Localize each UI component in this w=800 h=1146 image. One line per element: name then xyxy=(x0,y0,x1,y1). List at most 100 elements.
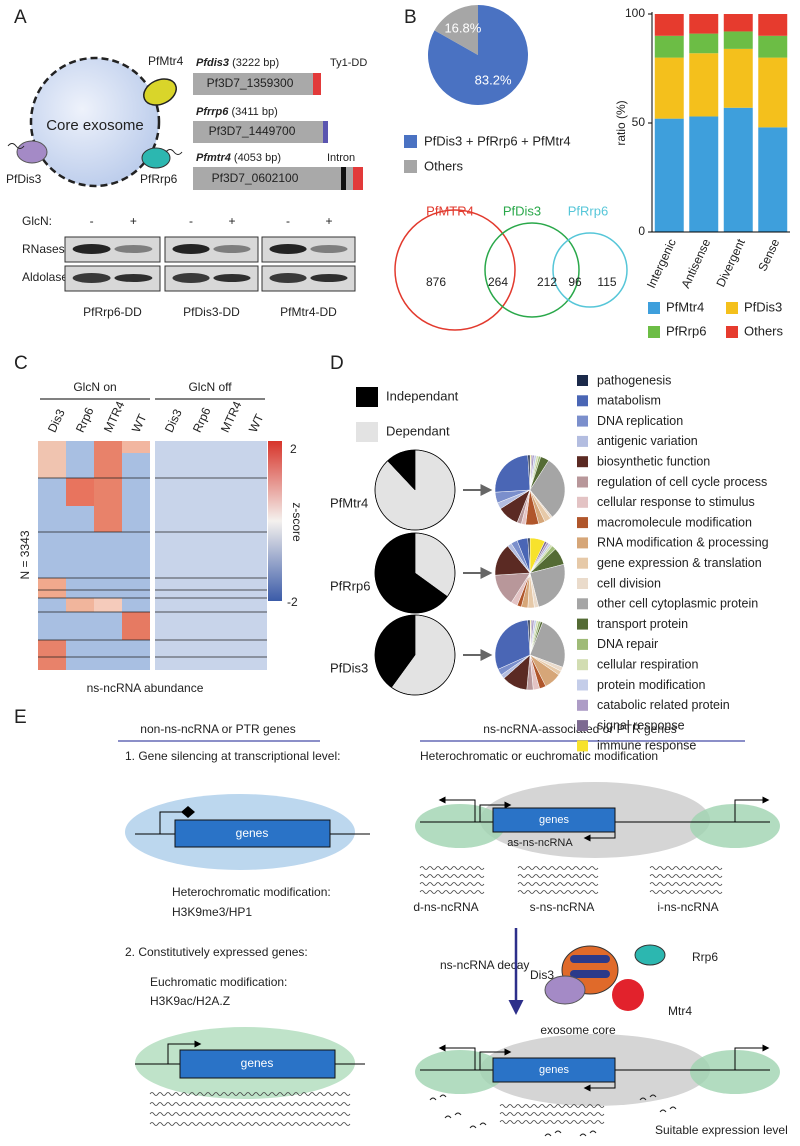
pie-outline xyxy=(374,449,456,531)
rrp6-icon xyxy=(634,944,666,966)
pie-outline xyxy=(374,532,456,614)
gene-box xyxy=(193,121,328,143)
group-label: GlcN off xyxy=(188,380,232,394)
band xyxy=(114,274,153,282)
pie-slice xyxy=(529,563,566,608)
venn-count: 96 xyxy=(568,275,582,289)
heat-block xyxy=(38,441,66,478)
blot-sign: + xyxy=(325,214,332,228)
strain-label: PfRrp6-DD xyxy=(83,305,142,319)
blot-row: RNases xyxy=(22,242,65,256)
promoter xyxy=(438,796,476,822)
bar-segment xyxy=(654,14,684,36)
chromatin xyxy=(690,1050,780,1094)
intron-box xyxy=(341,167,346,190)
fragment xyxy=(469,1122,487,1129)
legend-swatch xyxy=(356,422,378,442)
y-axis-label: ratio (%) xyxy=(614,100,628,145)
venn-set: PfDis3 xyxy=(503,203,541,218)
gene-size: (3411 bp) xyxy=(231,106,277,118)
promoter xyxy=(479,801,512,822)
mtr4-icon xyxy=(612,979,644,1011)
legend-label: transport protein xyxy=(597,617,688,631)
core-exosome xyxy=(29,56,161,188)
gene-box xyxy=(193,73,321,95)
rna-icon xyxy=(165,149,183,155)
fragment xyxy=(544,1130,562,1137)
band xyxy=(114,245,153,253)
strain-label: PfMtr4-DD xyxy=(280,305,337,319)
legend-swatch xyxy=(404,135,417,148)
intron-label: Intron xyxy=(327,152,355,164)
band xyxy=(310,274,348,282)
legend-label: regulation of cell cycle process xyxy=(597,475,767,489)
pie-slice xyxy=(434,5,478,55)
row-label: PfDis3 xyxy=(330,660,368,675)
protein-label: PfMtr4 xyxy=(148,54,184,68)
column-label: WT xyxy=(246,411,267,434)
legend-swatch xyxy=(577,415,588,427)
gene-box xyxy=(179,1049,336,1079)
caption: ns-ncRNA abundance xyxy=(87,681,204,695)
promoter xyxy=(734,1044,770,1070)
bar-segment xyxy=(723,14,753,32)
band xyxy=(269,273,307,283)
venn-circle xyxy=(484,222,580,318)
gene-size: (3222 bp) xyxy=(232,57,279,69)
value-label: 83.2% xyxy=(475,72,512,87)
promoter xyxy=(167,1040,202,1064)
band xyxy=(213,274,251,282)
rna-icon xyxy=(7,143,25,149)
venn-set: PfMTR4 xyxy=(426,203,474,218)
mod: Heterochromatic modification: xyxy=(172,885,331,899)
column-label: WT xyxy=(129,411,150,434)
legend-swatch xyxy=(577,435,588,447)
gene-id: Pf3D7_1359300 xyxy=(207,76,294,90)
legend-label: cellular respiration xyxy=(597,657,698,671)
fragment xyxy=(659,1106,677,1113)
legend-swatch xyxy=(577,679,588,691)
legend-label: DNA replication xyxy=(597,414,683,428)
bar-segment xyxy=(758,35,788,58)
mod: Euchromatic modification: xyxy=(150,975,287,989)
legend-label: matabolism xyxy=(597,394,661,408)
heat-col xyxy=(66,441,94,670)
pie-outline xyxy=(374,614,456,696)
gene-label: Pfmtr4 (4053 bp) xyxy=(196,152,281,164)
core xyxy=(570,955,610,963)
row-label: PfRrp6 xyxy=(330,578,370,593)
legend-swatch xyxy=(577,618,588,630)
bar-segment xyxy=(758,14,788,36)
fragment xyxy=(444,1112,462,1119)
legend-label: signal response xyxy=(597,718,685,732)
sub: Heterochromatic or euchromatic modificat… xyxy=(420,749,658,763)
pie-slice xyxy=(529,622,566,668)
gene-label: Pfdis3 (3222 bp) xyxy=(196,57,279,69)
bar-segment xyxy=(654,57,684,119)
n-label: N = 3343 xyxy=(18,530,32,579)
panel-label: D xyxy=(330,353,344,374)
heat-block xyxy=(66,598,94,612)
exosome xyxy=(544,944,666,1011)
legend-label: biosynthetic function xyxy=(597,454,710,468)
chromatin xyxy=(415,804,505,848)
heatmap: Dis3 Rrp6 MTR4 WT Dis3 Rrp6 MTR4 WT xyxy=(38,399,267,670)
transcript xyxy=(649,882,723,886)
bar-segment xyxy=(654,118,684,232)
blot-sign: - xyxy=(286,214,290,228)
tag-label: Ty1-DD xyxy=(330,57,367,69)
legend-label: cellular response to stimulus xyxy=(597,495,755,509)
protein-icon xyxy=(16,140,48,164)
block xyxy=(181,806,195,818)
bar-segment xyxy=(689,14,719,34)
step: 1. Gene silencing at transcriptional lev… xyxy=(125,749,340,763)
gene-label: genes xyxy=(539,1064,569,1076)
bar-segment xyxy=(689,116,719,232)
bar-segment xyxy=(723,48,753,108)
bar-segment xyxy=(689,33,719,54)
transcript xyxy=(419,890,485,894)
heat-block xyxy=(66,478,94,506)
blot-frame xyxy=(164,236,259,263)
band xyxy=(172,273,210,283)
